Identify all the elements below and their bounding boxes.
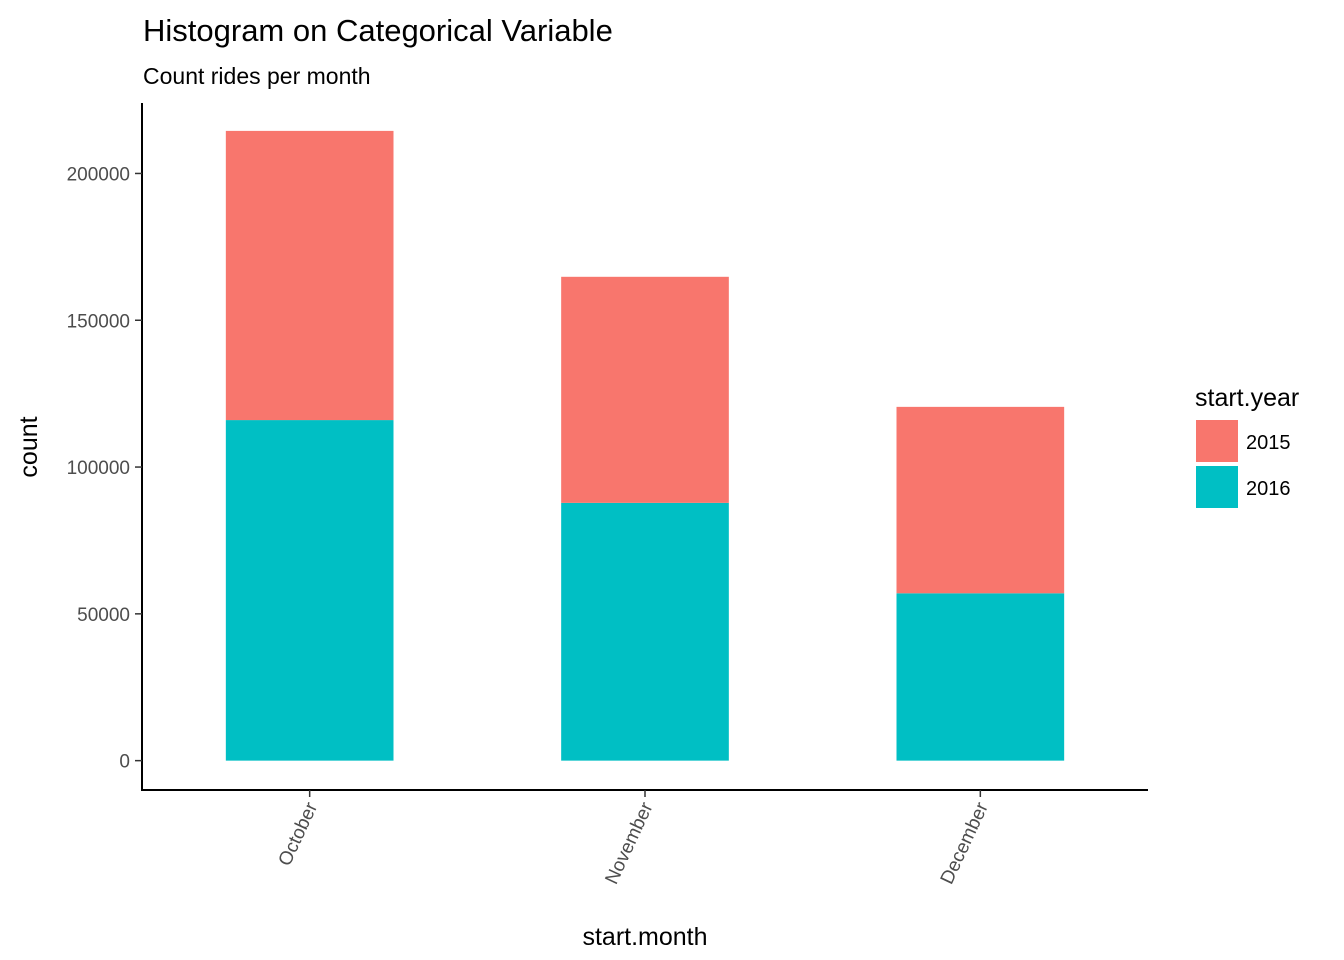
legend-swatch-2015 xyxy=(1196,420,1238,462)
y-axis-title: count xyxy=(15,416,43,477)
bar-october-2015 xyxy=(225,130,394,421)
x-tick-label-november: November xyxy=(601,799,657,888)
chart-title: Histogram on Categorical Variable xyxy=(143,13,613,48)
legend-title: start.year xyxy=(1195,384,1299,412)
bar-december-2015 xyxy=(896,406,1065,594)
x-tick-label-october: October xyxy=(275,799,323,870)
y-tick-label: 50000 xyxy=(77,605,130,626)
chart-subtitle: Count rides per month xyxy=(143,63,371,89)
y-axis-ticks: 0 50000 100000 150000 200000 xyxy=(67,164,142,773)
x-tick-label-december: December xyxy=(937,799,993,888)
bar-november-2015 xyxy=(561,276,729,503)
y-tick-label: 0 xyxy=(119,752,130,773)
legend-swatch-2016 xyxy=(1196,466,1238,508)
y-tick-label: 150000 xyxy=(67,311,130,332)
bars-layer xyxy=(225,130,1065,761)
x-axis-title: start.month xyxy=(582,923,707,951)
x-axis-ticks: October November December xyxy=(275,790,993,888)
y-tick-label: 100000 xyxy=(67,458,130,479)
bar-october-2016 xyxy=(225,420,394,761)
legend: start.year 2015 2016 xyxy=(1195,384,1299,508)
legend-label-2015: 2015 xyxy=(1246,432,1291,454)
bar-december-2016 xyxy=(896,593,1065,761)
legend-label-2016: 2016 xyxy=(1246,478,1291,500)
y-tick-label: 200000 xyxy=(67,164,130,185)
legend-items: 2015 2016 xyxy=(1196,420,1291,508)
bar-november-2016 xyxy=(561,502,729,761)
